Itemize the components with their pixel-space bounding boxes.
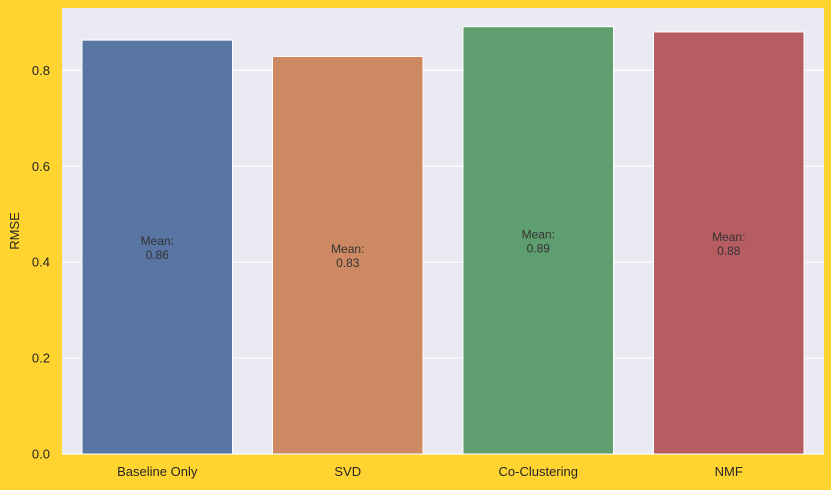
bar-mean-value: 0.86 (146, 248, 170, 262)
bar-mean-label: Mean: (712, 230, 745, 244)
x-tick-label: SVD (334, 464, 361, 479)
bar-mean-value: 0.89 (527, 241, 551, 255)
y-tick-label: 0.0 (32, 447, 50, 462)
bar-nmf (653, 31, 805, 455)
bar-mean-label: Mean: (141, 234, 174, 248)
y-tick-label: 0.2 (32, 351, 50, 366)
bar-mean-label: Mean: (331, 242, 364, 256)
y-tick-label: 0.6 (32, 159, 50, 174)
x-tick-label: Co-Clustering (499, 464, 578, 479)
bar-mean-label: Mean: (522, 227, 555, 241)
bar-svd (272, 55, 424, 455)
x-tick-label: Baseline Only (117, 464, 198, 479)
y-axis-ticks: 0.0 0.2 0.4 0.6 0.8 (32, 63, 50, 462)
y-tick-label: 0.4 (32, 255, 50, 270)
bar-co-clustering (462, 26, 614, 455)
y-tick-label: 0.8 (32, 63, 50, 78)
x-tick-label: NMF (715, 464, 743, 479)
bar-baseline-only (81, 39, 233, 455)
y-axis-label: RMSE (7, 212, 22, 250)
bar-mean-value: 0.88 (717, 244, 741, 258)
bar-mean-value: 0.83 (336, 256, 360, 270)
x-axis-ticks: Baseline Only SVD Co-Clustering NMF (117, 464, 743, 479)
bars (81, 26, 805, 455)
